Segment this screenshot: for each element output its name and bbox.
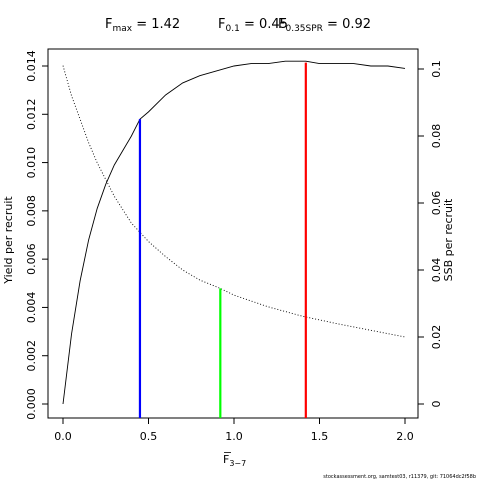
x-tick-label: 0.0	[54, 430, 72, 443]
x-axis-label: F3−7	[223, 452, 246, 468]
y-right-tick-label: 0.02	[430, 325, 443, 350]
y-axis-left-label: Yield per recruit	[2, 196, 15, 285]
y-axis-right-label: SSB per recruit	[442, 198, 455, 281]
chart-marks	[62, 60, 406, 418]
y-left-tick-label: 0.012	[25, 99, 38, 130]
y-left-tick-label: 0.000	[25, 388, 38, 420]
y-right-tick-label: 0.08	[430, 124, 443, 149]
svg-text:F3−7: F3−7	[223, 453, 246, 468]
y-left-tick-label: 0.002	[25, 340, 38, 372]
title-f035spr: F0.35SPR = 0.92	[278, 17, 371, 34]
y-left-tick-label: 0.014	[25, 50, 38, 82]
title-fmax: Fmax = 1.42	[105, 17, 180, 34]
title-f01: F0.1 = 0.45	[218, 17, 288, 34]
y-right-tick-label: 0.1	[430, 60, 443, 78]
yield-per-recruit-line	[62, 60, 406, 405]
x-tick-label: 1.5	[311, 430, 329, 443]
plot-frame	[47, 48, 419, 419]
ssb-per-recruit-line	[62, 65, 406, 338]
chart-title: Fmax = 1.42 F0.1 = 0.45 F0.35SPR = 0.92	[105, 17, 371, 34]
x-tick-label: 0.5	[140, 430, 158, 443]
y-left-tick-label: 0.008	[25, 195, 38, 227]
y-right-tick-label: 0.04	[430, 258, 443, 283]
y-right-tick-label: 0	[430, 401, 443, 408]
y-left-tick-label: 0.006	[25, 243, 38, 275]
chart-ticks: 0.0 0.5 1.0 1.5 2.0 0.000 0.002 0.004 0.006 0.008…	[25, 50, 443, 443]
footer-text: stockassessment.org, samtest03, r11379, …	[323, 474, 476, 480]
y-left-tick-label: 0.010	[25, 147, 38, 179]
y-right-tick-label: 0.06	[430, 191, 443, 216]
x-tick-label: 1.0	[225, 430, 243, 443]
y-left-tick-label: 0.004	[25, 292, 38, 324]
x-tick-label: 2.0	[396, 430, 414, 443]
